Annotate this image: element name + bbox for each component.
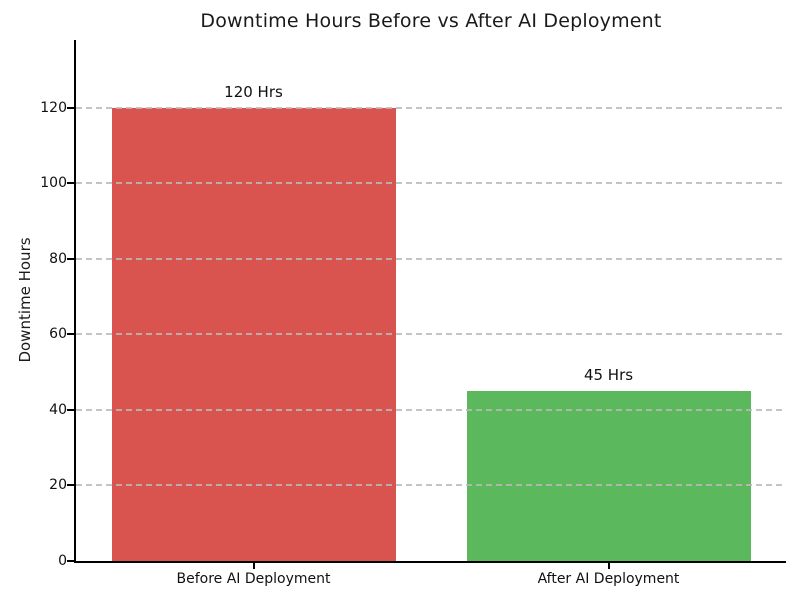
y-tick-mark: [67, 560, 74, 562]
y-tick-label: 20: [49, 477, 67, 494]
gridline: [76, 257, 786, 260]
x-tick-mark: [607, 563, 610, 569]
y-axis-spine: [74, 40, 76, 563]
gridline: [76, 408, 786, 411]
bar-value-label: 45 Hrs: [583, 366, 634, 385]
y-tick-label: 80: [49, 250, 67, 267]
y-tick-mark: [67, 182, 74, 185]
y-tick-label: 100: [40, 175, 67, 192]
x-tick-mark: [252, 563, 255, 569]
y-tick-mark: [67, 257, 74, 260]
bar-after: [466, 391, 751, 561]
bar-value-label: 120 Hrs: [224, 82, 283, 101]
chart-title: Downtime Hours Before vs After AI Deploy…: [200, 10, 662, 32]
y-tick-label: 0: [58, 553, 67, 569]
gridline: [76, 333, 786, 336]
y-tick-label: 60: [49, 326, 67, 343]
x-axis-spine: [74, 561, 786, 563]
y-tick-mark: [67, 333, 74, 336]
gridline: [76, 484, 786, 487]
y-tick-label: 120: [40, 99, 67, 116]
y-tick-mark: [67, 484, 74, 487]
y-tick-label: 40: [49, 401, 67, 418]
y-tick-mark: [67, 106, 74, 109]
gridline: [76, 182, 786, 185]
x-tick-label: Before AI Deployment: [176, 571, 331, 587]
x-tick-label: After AI Deployment: [537, 571, 680, 587]
y-tick-mark: [67, 408, 74, 411]
gridline: [76, 106, 786, 109]
